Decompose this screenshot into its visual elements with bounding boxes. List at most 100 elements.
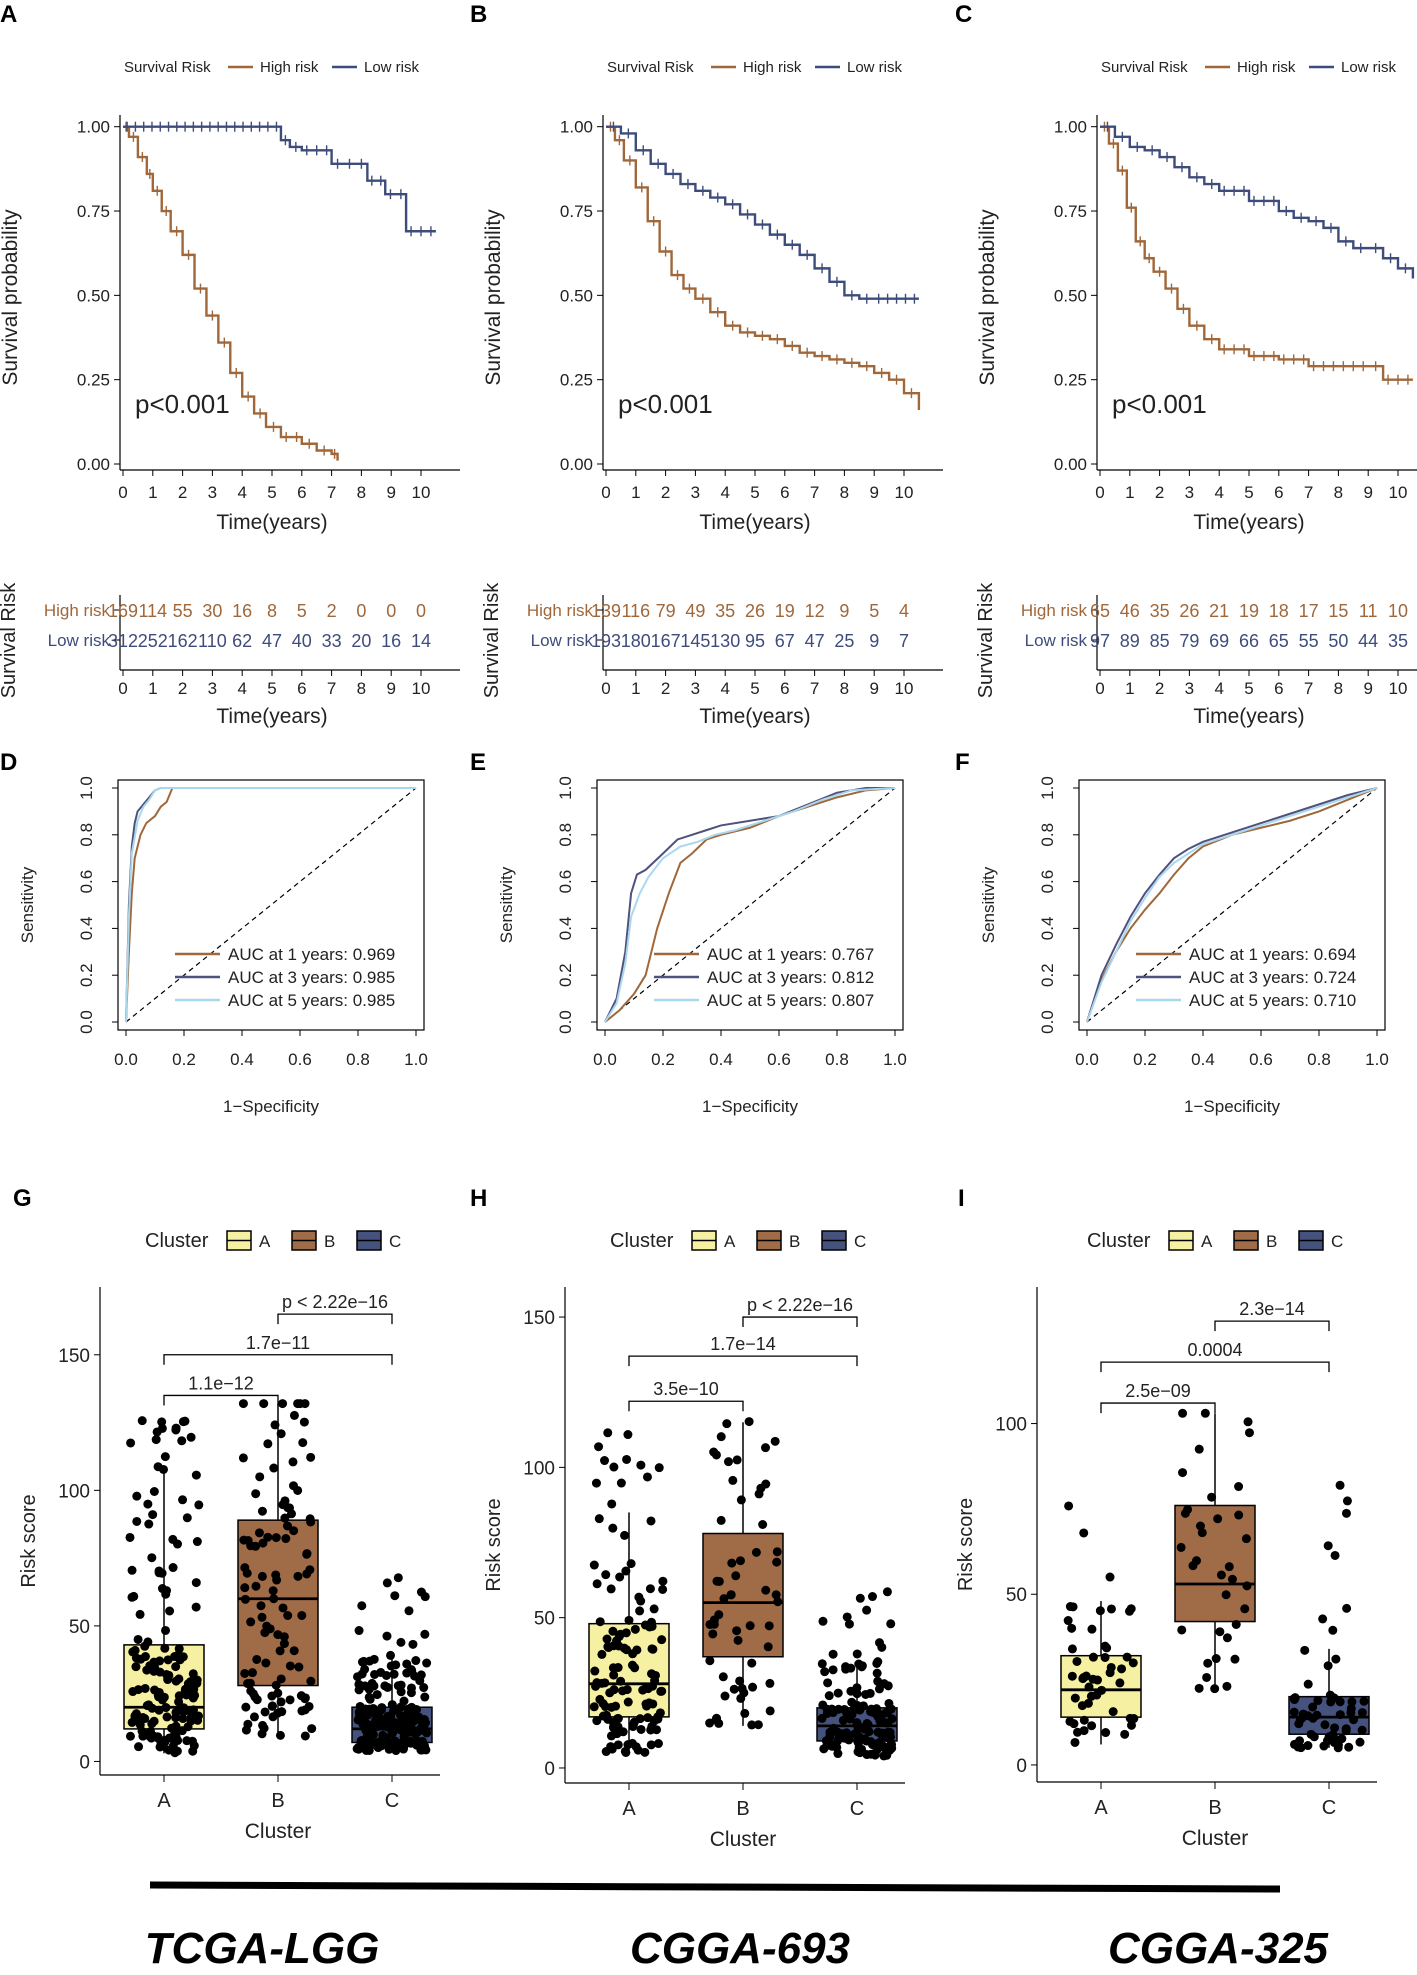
roc-legend-label: AUC at 1 years: 0.969 xyxy=(228,945,395,964)
data-point xyxy=(765,1706,775,1716)
data-point xyxy=(257,1506,267,1516)
diagonal-reference xyxy=(125,787,417,1023)
x-tick-label: 3 xyxy=(208,483,217,502)
risk-count-high: 0 xyxy=(356,601,366,621)
data-point xyxy=(194,1500,204,1510)
data-point xyxy=(1125,1713,1135,1723)
data-point xyxy=(648,1644,658,1654)
x-tick-label: 10 xyxy=(895,679,914,698)
data-point xyxy=(1178,1468,1188,1478)
data-point xyxy=(1122,1652,1132,1662)
data-point xyxy=(240,1594,250,1604)
x-tick-label: 8 xyxy=(840,483,849,502)
x-tick-label: 7 xyxy=(810,483,819,502)
data-point xyxy=(1323,1736,1333,1746)
data-point xyxy=(297,1610,307,1620)
legend-title: Cluster xyxy=(145,1230,209,1252)
risk-count-low: 65 xyxy=(1269,631,1289,651)
cohort-divider-bar xyxy=(149,1881,1281,1893)
cohort-label: TCGA-LGG xyxy=(145,1924,380,1973)
x-tick-label: B xyxy=(736,1798,749,1820)
risk-count-high: 15 xyxy=(1328,601,1348,621)
x-tick-label: 2 xyxy=(178,483,187,502)
data-point xyxy=(389,1669,399,1679)
data-point xyxy=(153,1462,163,1472)
table-y-title: Survival Risk xyxy=(975,582,997,699)
data-point xyxy=(648,1681,658,1691)
data-point xyxy=(818,1616,828,1626)
data-point xyxy=(855,1593,865,1603)
data-point xyxy=(145,1661,155,1671)
legend-label-C: C xyxy=(389,1232,401,1251)
risk-count-high: 169 xyxy=(108,601,138,621)
data-point xyxy=(817,1659,827,1669)
x-tick-label: 0.2 xyxy=(1133,1050,1157,1069)
data-point xyxy=(1065,1716,1075,1726)
data-point xyxy=(1349,1715,1359,1725)
y-axis-title: Survival probability xyxy=(976,209,999,386)
data-point xyxy=(1084,1682,1094,1692)
risk-count-low: 47 xyxy=(262,631,282,651)
data-point xyxy=(371,1715,381,1725)
x-tick-label: 10 xyxy=(895,483,914,502)
data-point xyxy=(191,1578,201,1588)
risk-count-high: 18 xyxy=(1269,601,1289,621)
data-point xyxy=(1341,1726,1351,1736)
data-point xyxy=(254,1528,264,1538)
data-point xyxy=(720,1691,730,1701)
y-tick-label: 0 xyxy=(79,1752,90,1773)
data-point xyxy=(357,1707,367,1717)
y-axis-title: Survival probability xyxy=(0,209,22,386)
table-row-label-low: Low risk xyxy=(48,631,111,650)
x-tick-label: 7 xyxy=(1304,679,1313,698)
data-point xyxy=(1308,1702,1318,1712)
data-point xyxy=(138,1712,148,1722)
data-point xyxy=(1342,1603,1352,1613)
x-axis-title: Cluster xyxy=(710,1828,777,1851)
data-point xyxy=(278,1603,288,1613)
data-point xyxy=(642,1701,652,1711)
data-point xyxy=(1200,1408,1210,1418)
x-tick-label: 1 xyxy=(148,483,157,502)
data-point xyxy=(170,1728,180,1738)
data-point xyxy=(382,1631,392,1641)
x-tick-label: C xyxy=(850,1798,864,1820)
data-point xyxy=(273,1708,283,1718)
data-point xyxy=(406,1688,416,1698)
x-axis-title: 1−Specificity xyxy=(702,1097,798,1116)
x-tick-label: 5 xyxy=(1244,483,1253,502)
data-point xyxy=(1067,1623,1077,1633)
risk-count-low: 312 xyxy=(108,631,138,651)
data-point xyxy=(288,1457,298,1467)
data-point xyxy=(1318,1614,1328,1624)
data-point xyxy=(1177,1625,1187,1635)
data-point xyxy=(238,1399,248,1409)
roc-panel-D: 0.0 0.0 0.2 0.2 0.4 0.4 0.6 0.6 0.8 0.8 1.0 1.0 1−Sp… xyxy=(18,776,428,1116)
data-point xyxy=(377,1703,387,1713)
roc-panel-F: 0.0 0.0 0.2 0.2 0.4 0.4 0.6 0.6 0.8 0.8 1.0 1.0 1−Sp… xyxy=(979,776,1389,1116)
data-point xyxy=(163,1655,173,1665)
data-point xyxy=(603,1428,613,1438)
data-point xyxy=(238,1453,248,1463)
data-point xyxy=(635,1606,645,1616)
data-point xyxy=(1234,1482,1244,1492)
data-point xyxy=(824,1691,834,1701)
data-point xyxy=(589,1560,599,1570)
legend-title: Survival Risk xyxy=(124,59,211,76)
comparison-pvalue: 0.0004 xyxy=(1187,1340,1242,1360)
data-point xyxy=(371,1722,381,1732)
data-point xyxy=(608,1626,618,1636)
data-point xyxy=(712,1576,722,1586)
x-tick-label: 1 xyxy=(631,679,640,698)
data-point xyxy=(420,1592,430,1602)
x-tick-label: A xyxy=(157,1790,171,1812)
box-B xyxy=(702,1532,784,1658)
x-tick-label: 2 xyxy=(178,679,187,698)
data-point xyxy=(383,1682,393,1692)
data-point xyxy=(382,1578,392,1588)
data-point xyxy=(653,1739,663,1749)
data-point xyxy=(241,1702,251,1712)
legend-label-low: Low risk xyxy=(847,59,903,76)
comparison-pvalue: 3.5e−10 xyxy=(653,1379,719,1399)
data-point xyxy=(833,1749,843,1759)
